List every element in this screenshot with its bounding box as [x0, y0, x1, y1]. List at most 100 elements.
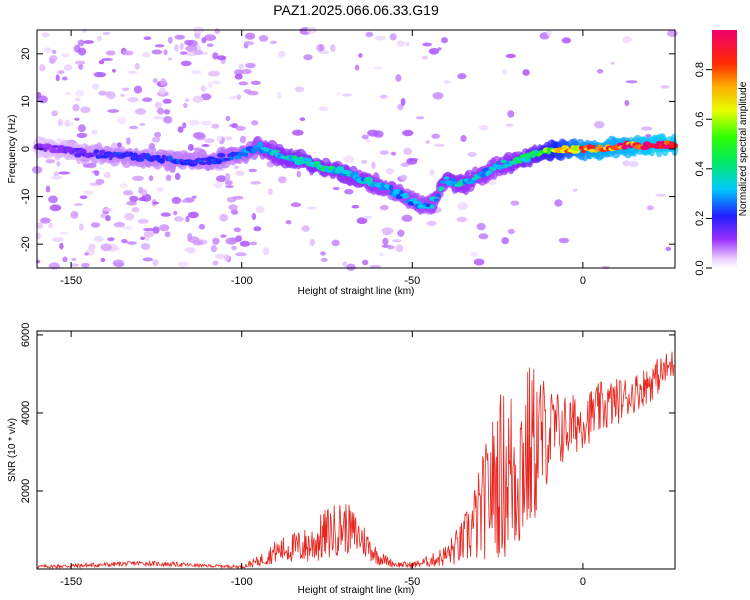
spectrogram-ridge-core	[591, 144, 596, 149]
spectrogram-noise-blob	[294, 86, 305, 93]
y-tick-label: 0	[20, 146, 32, 152]
spectrogram-noise-blob	[83, 40, 94, 44]
spectrogram-noise-blob	[143, 230, 155, 238]
spectrogram-noise-blob	[433, 143, 445, 147]
spectrogram-noise-blob	[232, 195, 244, 200]
spectrogram-noise-blob	[165, 174, 172, 181]
spectrogram-noise-blob	[164, 231, 171, 238]
spectrogram-noise-blob	[395, 244, 404, 253]
spectrogram-noise-blob	[97, 35, 102, 42]
spectrogram-noise-blob	[401, 214, 413, 222]
spectrogram-noise-blob	[402, 129, 414, 137]
spectrogram-noise-blob	[224, 172, 231, 181]
spectrogram-noise-blob	[192, 132, 205, 139]
spectrogram-noise-blob	[187, 233, 193, 241]
spectrogram-noise-blob	[285, 220, 292, 225]
spectrogram-noise-blob	[554, 199, 563, 207]
spectrogram-noise-blob	[231, 245, 237, 251]
x-tick-label: -50	[404, 576, 420, 588]
colorbar-tick-label: 0.4	[694, 161, 706, 176]
y-tick-label: 4000	[20, 401, 32, 425]
spectrogram-noise-blob	[122, 87, 129, 92]
spectrogram-noise-blob	[163, 116, 173, 124]
spectrogram-noise-blob	[100, 213, 106, 219]
spectrogram-noise-blob	[185, 215, 190, 223]
spectrogram-noise-blob	[211, 123, 220, 129]
spectrogram-noise-blob	[346, 263, 356, 271]
spectrogram-noise-blob	[247, 90, 259, 96]
spectrogram-noise-blob	[160, 78, 167, 86]
snr-y-axis-label: SNR (10 * v/v)	[7, 418, 18, 482]
spectrogram-ridge-core	[495, 161, 500, 166]
spectrogram-noise-blob	[646, 205, 654, 211]
spectrogram-noise-blob	[191, 70, 202, 74]
colorbar: 0.0 0.2 0.4 0.6 0.8 Normalized spectral ampl…	[694, 30, 749, 276]
spectrogram-noise-blob	[502, 68, 507, 75]
spectrogram-noise-blob	[253, 226, 262, 232]
spectrogram-noise-blob	[59, 231, 69, 235]
spectrogram-noise-blob	[103, 171, 111, 179]
spectrogram-noise-blob	[171, 196, 182, 204]
spectrogram-noise-blob	[610, 61, 615, 65]
spectrogram-noise-blob	[215, 253, 226, 260]
spectrogram-noise-blob	[369, 264, 382, 268]
spectrogram-noise-blob	[51, 237, 64, 243]
spectrogram-noise-blob	[457, 202, 468, 211]
spectrogram-noise-blob	[309, 239, 315, 246]
spectrogram-noise-blob	[133, 85, 143, 94]
spectrogram-noise-blob	[343, 155, 355, 164]
colorbar-tick-label: 0.2	[694, 211, 706, 226]
spectrogram-noise-blob	[105, 50, 116, 56]
spectrogram-ridge-core	[412, 200, 419, 205]
spectrogram-noise-blob	[152, 226, 160, 234]
spectrogram-noise-blob	[235, 170, 245, 177]
spectrogram-ridge-core	[51, 145, 60, 149]
spectrogram-noise-blob	[354, 64, 360, 71]
spectrogram-noise-blob	[51, 49, 57, 54]
spectrogram-noise-blob	[389, 33, 397, 41]
spectrogram-ridge-core	[435, 193, 441, 197]
spectrogram-noise-blob	[597, 69, 604, 74]
spectrogram-ridge-core	[388, 185, 394, 191]
spectrogram-noise-blob	[296, 170, 301, 178]
spectrogram-noise-blob	[183, 102, 188, 108]
spectrogram-noise-blob	[235, 235, 243, 242]
spectrogram-noise-blob	[186, 247, 196, 254]
spectrogram-noise-blob	[151, 49, 163, 55]
spectrogram-noise-blob	[206, 43, 214, 47]
spectrogram-noise-blob	[156, 187, 164, 193]
spectrogram-noise-blob	[204, 34, 217, 41]
spectrogram-noise-blob	[374, 35, 387, 41]
spectrogram-noise-blob	[625, 80, 638, 84]
spectrogram-noise-blob	[56, 161, 61, 167]
spectrogram-noise-blob	[102, 31, 111, 36]
spectrogram-noise-blob	[351, 204, 360, 209]
spectrogram-noise-blob	[154, 101, 162, 109]
spectrogram-noise-blob	[501, 237, 510, 245]
spectrogram-noise-blob	[225, 185, 234, 189]
spectrogram-ridge-core	[243, 151, 249, 158]
spectrogram-noise-blob	[134, 108, 147, 115]
spectrogram-noise-blob	[91, 129, 98, 135]
spectrogram-ridge-core	[621, 145, 628, 150]
spectrogram-noise-blob	[180, 60, 192, 67]
spectrogram-noise-blob	[233, 227, 242, 233]
spectrogram-noise-blob	[152, 78, 158, 83]
spectrogram-noise-blob	[137, 218, 149, 224]
spectrogram-noise-blob	[129, 195, 139, 202]
spectrogram-noise-blob	[182, 122, 187, 129]
spectrogram-noise-blob	[432, 92, 444, 100]
spectrogram-noise-blob	[50, 175, 63, 180]
spectrogram-noise-blob	[405, 41, 410, 47]
spectrogram-noise-blob	[193, 49, 204, 56]
spectrogram-ridge-core	[443, 176, 450, 180]
spectrogram-noise-blob	[187, 211, 199, 219]
spectrogram-noise-blob	[332, 186, 340, 191]
spectrogram-noise-blob	[365, 31, 374, 38]
spectrogram-noise-blob	[113, 221, 125, 228]
spectrogram-ridge-core	[440, 186, 445, 190]
spectrogram-ridge-core	[154, 155, 161, 159]
spectrogram-noise-blob	[93, 235, 104, 243]
spectrogram-noise-blob	[330, 44, 336, 52]
